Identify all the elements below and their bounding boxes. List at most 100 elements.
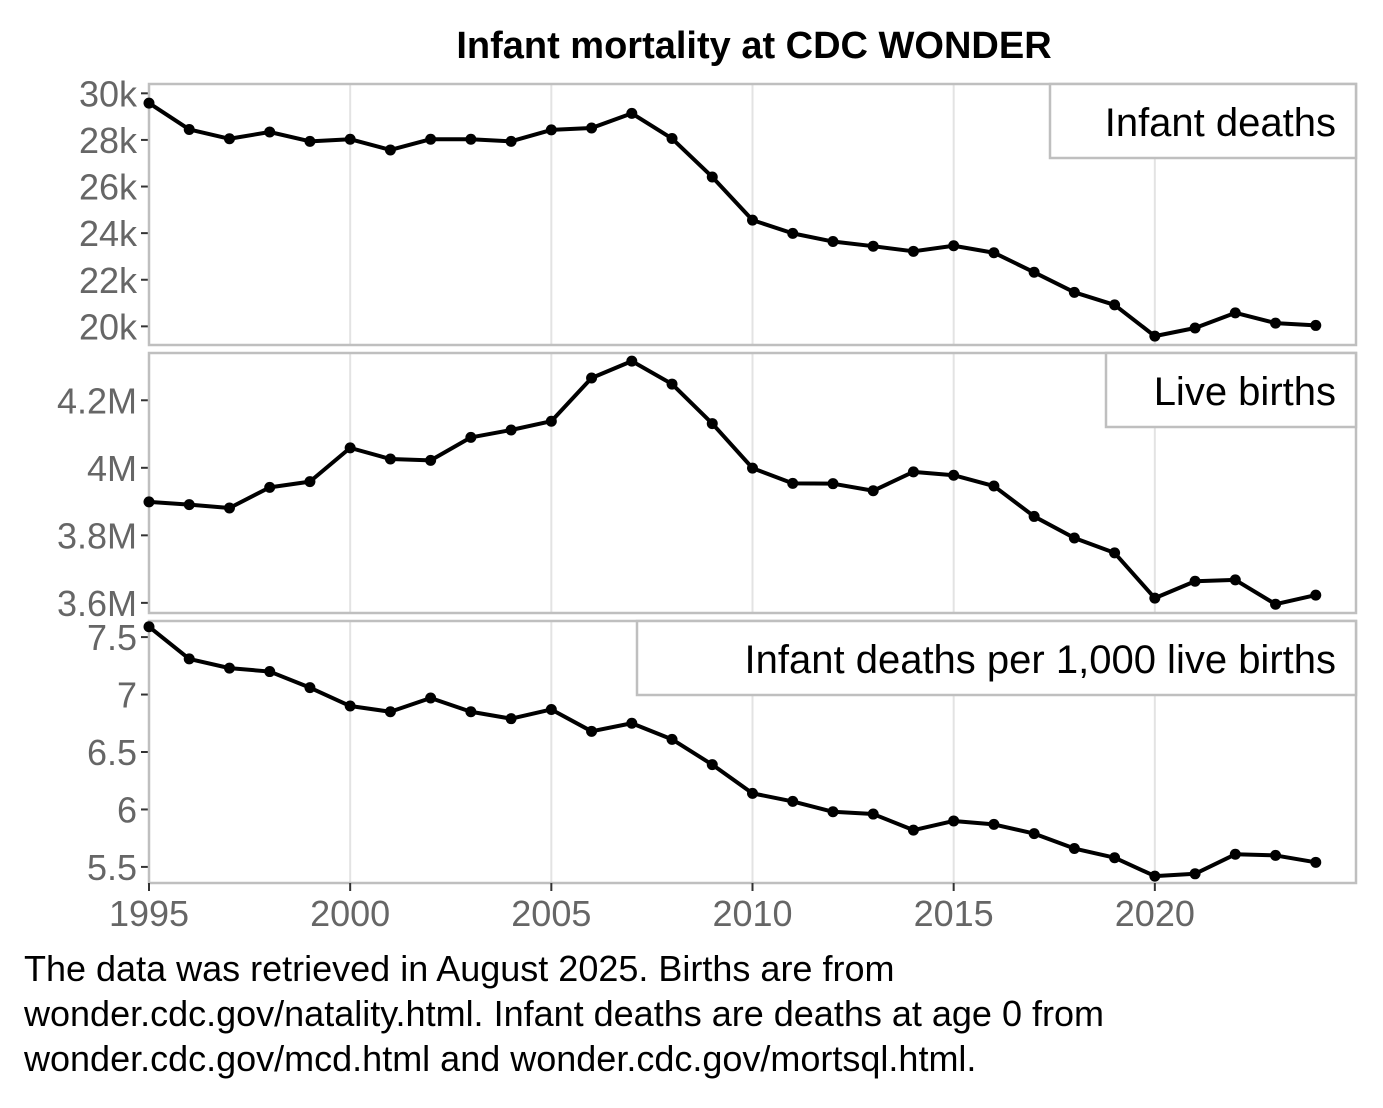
y-tick-label: 4M xyxy=(87,448,137,489)
data-point xyxy=(1310,319,1322,331)
chart-title: Infant mortality at CDC WONDER xyxy=(456,25,1051,67)
panel-label: Infant deaths xyxy=(1105,101,1336,145)
x-tick-label: 1995 xyxy=(109,893,189,934)
data-point xyxy=(948,815,960,827)
data-point xyxy=(827,806,839,818)
data-point xyxy=(183,123,195,135)
data-point xyxy=(183,499,195,511)
data-point xyxy=(1189,575,1201,587)
data-point xyxy=(264,481,276,493)
chart: Infant mortality at CDC WONDER 20k 22k 24k… xyxy=(57,25,1358,934)
data-point xyxy=(787,477,799,489)
data-point xyxy=(1270,317,1282,329)
data-point xyxy=(143,97,155,109)
data-point xyxy=(988,480,1000,492)
data-point xyxy=(706,171,718,183)
panel-2: 3.6M 3.8M 4M 4.2M Live births xyxy=(57,351,1358,624)
data-point xyxy=(505,135,517,147)
data-point xyxy=(223,502,235,514)
data-point xyxy=(304,476,316,488)
series-line xyxy=(147,359,1318,607)
data-point xyxy=(1229,848,1241,860)
panel-label-box xyxy=(635,619,1358,697)
data-point xyxy=(787,227,799,239)
caption-line-1: The data was retrieved in August 2025. B… xyxy=(24,948,895,989)
data-point xyxy=(505,424,517,436)
data-point xyxy=(867,485,879,497)
series-line xyxy=(147,101,1318,339)
data-point xyxy=(183,653,195,665)
data-point xyxy=(344,133,356,145)
y-tick-label: 20k xyxy=(79,306,138,347)
data-point xyxy=(626,717,638,729)
data-point xyxy=(1229,574,1241,586)
data-point xyxy=(425,692,437,704)
data-point xyxy=(505,713,517,725)
data-point xyxy=(264,666,276,678)
y-tick-label: 6 xyxy=(117,789,137,830)
data-point xyxy=(344,700,356,712)
y-tick-label: 30k xyxy=(79,73,138,114)
x-tick-label: 2005 xyxy=(511,893,591,934)
data-point xyxy=(1028,266,1040,278)
data-point xyxy=(304,135,316,147)
data-point xyxy=(1149,870,1161,882)
data-point xyxy=(1068,532,1080,544)
x-axis: 1995 2000 2005 2010 2015 2020 xyxy=(109,883,1195,934)
panel-label: Live births xyxy=(1154,370,1336,414)
data-point xyxy=(586,122,598,134)
data-point xyxy=(747,214,758,226)
data-point xyxy=(747,462,758,474)
y-tick-label: 24k xyxy=(79,213,138,254)
data-point xyxy=(143,496,155,508)
caption-line-2: wonder.cdc.gov/natality.html. Infant dea… xyxy=(24,993,1104,1034)
data-point xyxy=(425,454,437,466)
data-point xyxy=(827,236,839,248)
data-point xyxy=(907,824,919,836)
data-point xyxy=(223,662,235,674)
data-point xyxy=(1109,852,1121,864)
panel-border xyxy=(147,351,1358,615)
data-point xyxy=(867,240,879,252)
caption: The data was retrieved in August 2025. B… xyxy=(24,946,1364,1081)
data-point xyxy=(1229,307,1241,319)
data-point xyxy=(1310,589,1322,601)
data-point xyxy=(867,808,879,820)
x-tick-label: 2010 xyxy=(712,893,792,934)
y-tick-label: 4.2M xyxy=(57,380,137,421)
data-point xyxy=(1149,330,1161,342)
data-point xyxy=(1109,299,1121,311)
data-point xyxy=(545,124,557,136)
data-point xyxy=(1028,510,1040,522)
data-point xyxy=(1189,868,1201,880)
data-point xyxy=(948,240,960,252)
panel-1: 20k 22k 24k 26k 28k 30k Infant deaths xyxy=(79,73,1358,347)
data-point xyxy=(1310,856,1322,868)
data-point xyxy=(586,372,598,384)
data-point xyxy=(465,431,477,443)
data-point xyxy=(1270,849,1282,861)
data-point xyxy=(304,682,316,694)
panel-label-box xyxy=(1048,82,1358,160)
data-point xyxy=(666,733,678,745)
data-point xyxy=(384,706,396,718)
data-point xyxy=(626,355,638,367)
data-point xyxy=(1028,828,1040,840)
panel-label: Infant deaths per 1,000 live births xyxy=(745,638,1336,682)
y-tick-label: 22k xyxy=(79,260,138,301)
data-point xyxy=(988,818,1000,830)
y-tick-label: 3.8M xyxy=(57,515,137,556)
data-point xyxy=(1189,322,1201,334)
data-point xyxy=(1068,843,1080,855)
data-point xyxy=(787,795,799,807)
data-point xyxy=(907,466,919,478)
chart-panels: 20k 22k 24k 26k 28k 30k Infant deaths 3.6M 3.8M 4… xyxy=(57,73,1358,888)
data-point xyxy=(586,725,598,737)
x-tick-label: 2015 xyxy=(914,893,994,934)
y-tick-label: 5.5 xyxy=(87,847,137,888)
x-tick-label: 2000 xyxy=(310,893,390,934)
data-point xyxy=(545,703,557,715)
data-point xyxy=(384,144,396,156)
y-tick-label: 26k xyxy=(79,167,138,208)
data-point xyxy=(344,442,356,454)
